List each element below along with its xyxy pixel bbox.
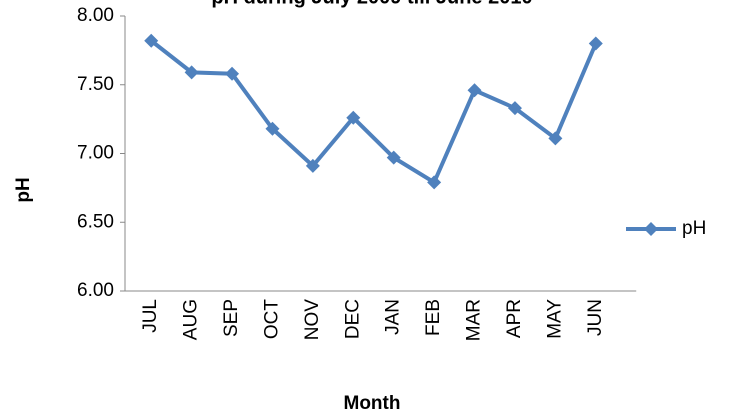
point — [588, 36, 603, 51]
x-tick-label: MAR — [464, 299, 485, 341]
y-tick-label: 6.00 — [77, 280, 114, 301]
x-tick-label: DEC — [342, 299, 363, 339]
x-tick-label: AUG — [181, 299, 202, 340]
x-tick-label: OCT — [261, 299, 282, 340]
point — [467, 83, 482, 98]
y-axis-label: pH — [13, 177, 34, 202]
legend-label: pH — [682, 218, 706, 239]
x-tick-label: MAY — [544, 299, 565, 339]
point — [386, 150, 401, 165]
point — [427, 175, 442, 190]
point — [225, 66, 240, 81]
x-tick-label: JUN — [585, 299, 606, 336]
point — [346, 110, 361, 125]
y-tick-label: 8.00 — [77, 5, 114, 26]
chart-title: pH during July 2009 till June 2010 — [211, 0, 532, 8]
x-tick-label: FEB — [423, 299, 444, 336]
point — [184, 65, 199, 80]
x-tick-label: SEP — [221, 299, 242, 337]
legend-marker — [644, 222, 658, 236]
point — [265, 121, 280, 136]
x-tick-label: NOV — [302, 299, 323, 341]
x-axis-label: Month — [344, 393, 401, 414]
y-tick-label: 7.00 — [77, 143, 114, 164]
point — [305, 158, 320, 173]
x-tick-label: JUL — [140, 299, 161, 333]
x-tick-label: APR — [504, 299, 525, 338]
y-tick-label: 6.50 — [77, 211, 114, 232]
point — [144, 33, 159, 48]
point — [548, 131, 563, 146]
line — [149, 39, 598, 186]
x-tick-label: JAN — [383, 299, 404, 335]
point — [507, 101, 522, 116]
y-tick-label: 7.50 — [77, 74, 114, 95]
